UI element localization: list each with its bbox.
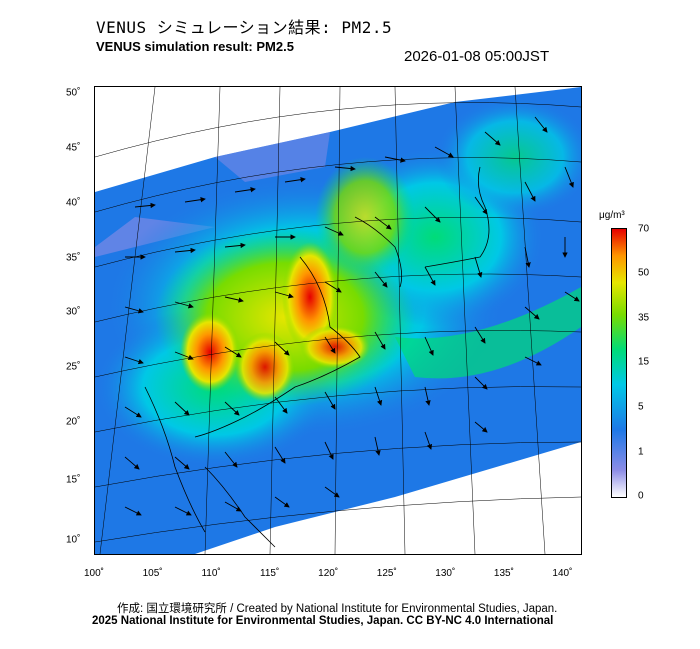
lon-tick-label: 125˚ [376,568,397,579]
graticule [95,87,581,554]
lon-tick-label: 100˚ [83,568,105,579]
lat-tick-label: 30˚ [66,306,81,318]
lat-tick-label: 25˚ [66,361,81,373]
lat-tick-label: 45˚ [66,142,81,154]
colorbar-unit: μg/m³ [599,210,625,221]
lon-tick-label: 140˚ [552,568,573,579]
lat-tick-label: 40˚ [66,197,81,209]
lat-tick-label: 50˚ [66,87,81,99]
lon-tick-label: 135˚ [493,568,514,579]
colorbar-label: 70 [638,223,650,235]
lon-tick-label: 120˚ [318,568,339,579]
lon-tick-label: 110˚ [201,568,221,579]
lat-tick-label: 15˚ [66,474,81,486]
colorbar [611,228,627,498]
forecast-timestamp: 2026-01-08 05:00JST [404,48,550,65]
wind-vectors [124,116,580,516]
coastlines [144,166,490,548]
colorbar-label: 1 [638,446,644,458]
lon-tick-label: 115˚ [260,568,280,579]
colorbar-label: 15 [638,356,650,368]
license-line: 2025 National Institute for Environmenta… [92,615,554,627]
pm25-map [94,86,582,555]
colorbar-label: 50 [638,267,650,279]
colorbar-label: 0 [638,490,644,502]
credit-line: 作成: 国立環境研究所 / Created by National Instit… [117,603,558,615]
lon-tick-label: 105˚ [142,568,163,579]
lat-tick-label: 20˚ [66,416,81,428]
pm25-map-canvas [95,87,581,554]
lat-tick-label: 10˚ [66,534,81,546]
colorbar-label: 5 [638,401,644,413]
colorbar-label: 35 [638,312,650,324]
lat-tick-label: 35˚ [66,252,81,264]
lon-tick-label: 130˚ [435,568,456,579]
title-english: VENUS simulation result: PM2.5 [96,39,294,54]
title-japanese: VENUS シミュレーション結果: PM2.5 [96,18,393,37]
